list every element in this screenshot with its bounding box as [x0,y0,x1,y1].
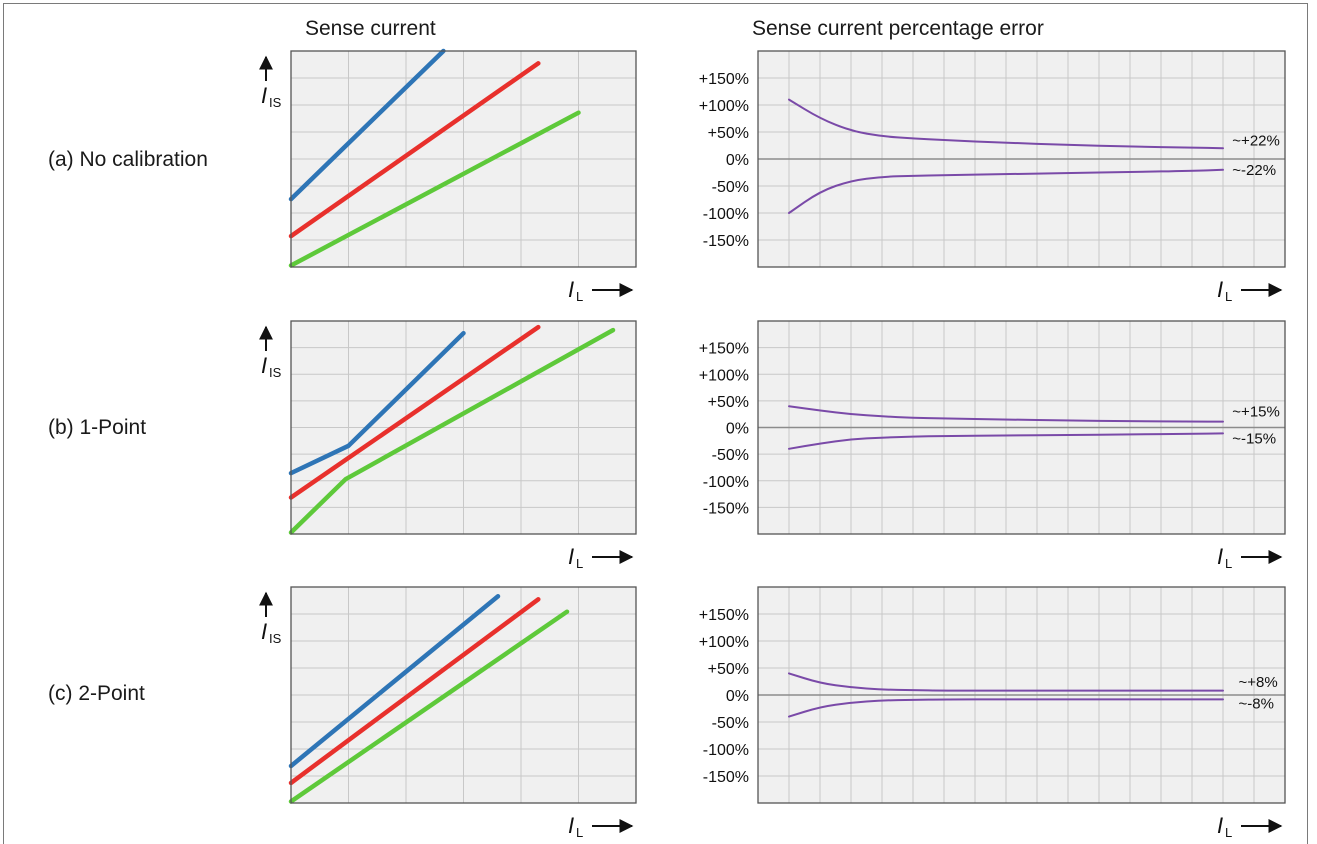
y-tick-label: 0% [726,152,749,169]
series-line-purple [788,168,1224,214]
x-axis-label-subscript: L [1225,289,1232,304]
y-tick-label: -50% [712,715,749,732]
plot-border [290,586,637,804]
title-percentage-error: Sense current percentage error [752,17,1044,40]
error-annotation: ~+8% [1239,674,1278,691]
y-tick-label: -100% [703,206,749,223]
y-axis-label-subscript: IS [269,631,282,646]
y-tick-label: -50% [712,447,749,464]
y-tick-label: +150% [699,71,749,88]
y-tick-label: +100% [699,367,749,384]
y-axis-label: I [261,83,267,108]
series-line-purple [788,405,1224,423]
plot-border [290,50,637,268]
y-tick-label: -150% [703,233,749,250]
x-axis-label: I [568,813,574,838]
panel-sense-1: I LI IS [259,320,637,571]
y-tick-label: +150% [699,341,749,358]
series-line-purple [788,698,1224,718]
series-line-green [288,110,581,268]
y-tick-label: +50% [708,125,749,142]
error-annotation: ~-22% [1232,162,1276,179]
series-line-blue [288,594,501,769]
y-tick-label: +50% [708,394,749,411]
series-line-red [288,324,541,500]
y-tick-label: -150% [703,769,749,786]
series-line-red [288,61,541,239]
x-axis-label-subscript: L [576,289,583,304]
y-axis-label: I [261,619,267,644]
y-axis-label-subscript: IS [269,365,282,380]
plot-border [757,50,1286,268]
x-axis-label: I [568,277,574,302]
y-tick-label: 0% [726,688,749,705]
series-line-green [288,609,570,804]
x-axis-label: I [1217,544,1223,569]
y-tick-label: +50% [708,661,749,678]
series-line-purple [788,432,1224,450]
series-line-blue [288,48,446,202]
y-tick-label: -100% [703,474,749,491]
x-axis-label-subscript: L [576,556,583,571]
error-annotation: ~-8% [1239,696,1274,713]
y-axis-label: I [261,353,267,378]
x-axis-label: I [568,544,574,569]
series-line-red [288,597,541,786]
panel-sense-2: I LI IS [259,586,637,840]
y-tick-label: -100% [703,742,749,759]
y-axis-label-subscript: IS [269,95,282,110]
plot-border [757,320,1286,535]
error-annotation: ~+15% [1232,404,1280,421]
x-axis-label: I [1217,813,1223,838]
title-sense-current: Sense current [305,17,436,40]
series-line-purple [788,672,1224,692]
y-tick-label: -150% [703,500,749,517]
error-annotation: ~+22% [1232,133,1280,150]
figure-frame [3,3,1308,844]
plot-border [757,586,1286,804]
panel-error-0: +150% +100% +50% 0% -50% -100% -150% ~+22% ~-22%… [699,50,1286,304]
y-tick-label: +100% [699,98,749,115]
y-tick-label: +150% [699,607,749,624]
x-axis-label: I [1217,277,1223,302]
series-line-purple [788,98,1224,150]
y-tick-label: 0% [726,421,749,438]
row-label-b: (b) 1-Point [48,416,147,439]
error-annotation: ~-15% [1232,431,1276,448]
plot-border [290,320,637,535]
y-tick-label: -50% [712,179,749,196]
panel-sense-0: I LI IS [259,48,637,304]
series-line-blue [288,330,466,476]
row-label-a: (a) No calibration [48,148,208,171]
series-line-green [288,327,616,535]
x-axis-label-subscript: L [1225,556,1232,571]
x-axis-label-subscript: L [1225,825,1232,840]
y-tick-label: +100% [699,634,749,651]
row-label-c: (c) 2-Point [48,682,145,705]
x-axis-label-subscript: L [576,825,583,840]
panel-error-2: +150% +100% +50% 0% -50% -100% -150% ~+8% ~-8% I L [699,586,1286,840]
panel-error-1: +150% +100% +50% 0% -50% -100% -150% ~+15% ~-15%… [699,320,1286,571]
